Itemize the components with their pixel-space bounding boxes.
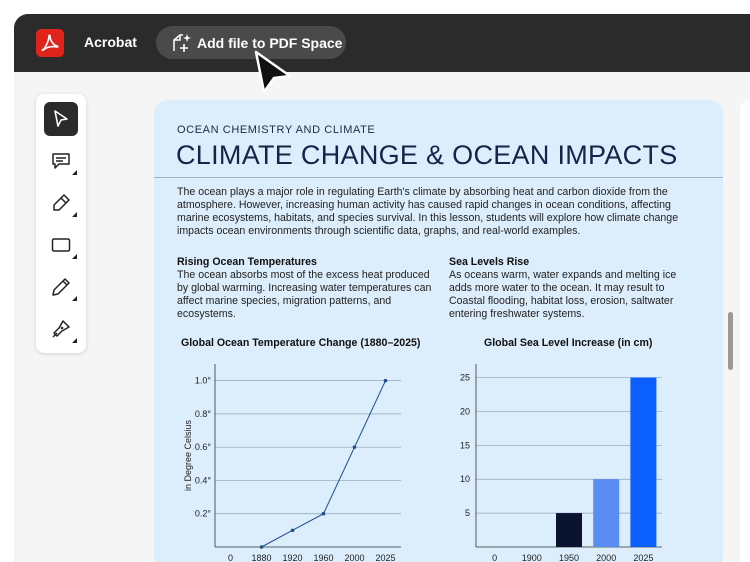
document-kicker: OCEAN CHEMISTRY AND CLIMATE	[177, 124, 376, 136]
y-tick-label: 20	[460, 406, 470, 416]
y-tick-label: 0.4°	[195, 475, 212, 485]
highlighter-icon	[53, 194, 70, 211]
y-tick-label: 0.8°	[195, 409, 212, 419]
temperature-series-line	[261, 380, 386, 548]
y-tick-label: 0.2°	[195, 509, 212, 519]
sea-level-bar	[593, 479, 620, 547]
mouse-cursor-icon	[254, 50, 292, 94]
select-tool-button[interactable]	[44, 102, 78, 136]
temperature-line-chart: 0.2° 0.4° 0.6° 0.8° 1.0° 0 1880 1920 1960 2000 202…	[183, 364, 401, 562]
draw-tool-button[interactable]	[44, 270, 78, 304]
section-heading: Sea Levels Rise	[449, 256, 530, 268]
data-point	[321, 511, 326, 516]
comment-icon	[52, 153, 70, 169]
document-intro: The ocean plays a major role in regulati…	[177, 186, 679, 237]
add-file-button-label: Add file to PDF Space	[197, 35, 343, 51]
y-tick-label: 5	[465, 508, 470, 518]
rectangle-icon	[51, 238, 71, 252]
x-tick-label: 0	[492, 553, 497, 562]
sea-level-bar	[630, 377, 657, 547]
rectangle-tool-button[interactable]	[44, 228, 78, 262]
pen-nib-icon	[52, 320, 70, 338]
pencil-icon	[52, 278, 70, 296]
y-tick-label: 10	[460, 474, 470, 484]
pointer-icon	[54, 110, 68, 127]
temperature-chart-title: Global Ocean Temperature Change (1880–20…	[181, 337, 421, 349]
document-title: CLIMATE CHANGE & OCEAN IMPACTS	[176, 140, 678, 170]
x-tick-label: 1880	[251, 553, 271, 562]
app-name: Acrobat	[84, 34, 137, 50]
add-file-sparkle-icon	[170, 32, 192, 59]
right-panel	[740, 100, 750, 562]
x-tick-label: 2000	[596, 553, 616, 562]
x-tick-label: 1920	[282, 553, 302, 562]
data-point	[352, 445, 357, 449]
acrobat-window: Acrobat Add file to PDF Space	[14, 14, 750, 562]
section-body: As oceans warm, water expands and meltin…	[449, 269, 677, 320]
data-point	[383, 378, 388, 383]
pdf-page: OCEAN CHEMISTRY AND CLIMATE CLIMATE CHAN…	[154, 100, 723, 562]
section-rising-temperatures: Rising Ocean Temperatures The ocean abso…	[177, 256, 432, 321]
highlight-tool-button[interactable]	[44, 186, 78, 220]
tools-toolbar	[36, 94, 86, 353]
x-tick-label: 1900	[522, 553, 542, 562]
data-point	[290, 528, 295, 533]
x-tick-label: 1960	[313, 553, 333, 562]
section-body: The ocean absorbs most of the excess hea…	[177, 269, 432, 320]
x-tick-label: 0	[228, 553, 233, 562]
comment-tool-button[interactable]	[44, 144, 78, 178]
section-heading: Rising Ocean Temperatures	[177, 256, 317, 268]
x-tick-label: 1950	[559, 553, 579, 562]
title-divider	[154, 177, 723, 178]
y-tick-label: 15	[460, 440, 470, 450]
y-tick-label: 0.6°	[195, 442, 212, 452]
x-tick-label: 2000	[344, 553, 364, 562]
sea-level-bar	[556, 513, 582, 547]
x-tick-label: 2025	[633, 553, 653, 562]
data-point	[259, 545, 264, 549]
add-file-to-pdf-space-button[interactable]: Add file to PDF Space	[156, 26, 346, 59]
sea-level-chart-title: Global Sea Level Increase (in cm)	[484, 337, 653, 349]
vertical-scrollbar[interactable]	[728, 312, 733, 370]
x-tick-label: 2025	[375, 553, 395, 562]
y-tick-label: 1.0°	[195, 376, 212, 386]
section-sea-levels: Sea Levels Rise As oceans warm, water ex…	[449, 256, 699, 321]
acrobat-logo-icon[interactable]	[36, 29, 64, 57]
y-axis-label: in Degree Celsius	[183, 419, 193, 491]
sign-tool-button[interactable]	[44, 312, 78, 346]
y-tick-label: 25	[460, 373, 470, 383]
title-bar: Acrobat Add file to PDF Space	[14, 14, 750, 72]
